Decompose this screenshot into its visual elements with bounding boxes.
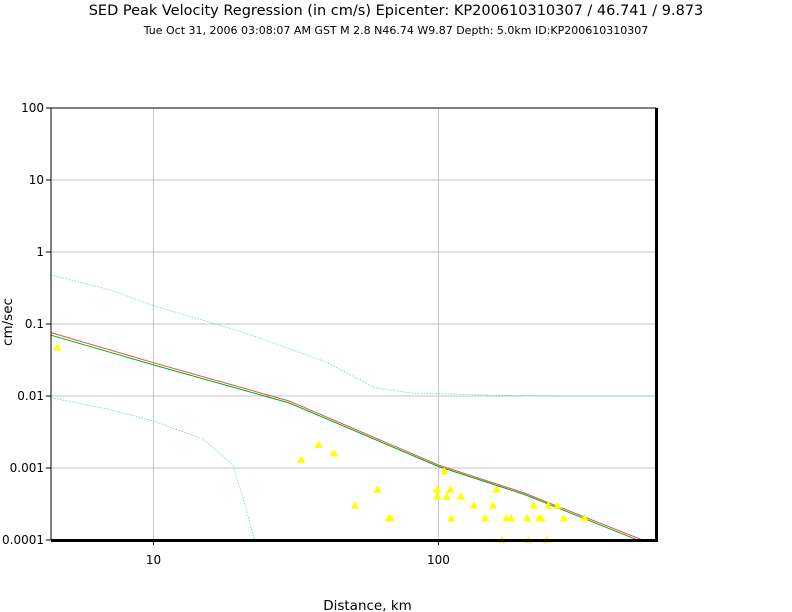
data-point-triangle [446, 485, 455, 493]
data-point-triangle [314, 440, 323, 448]
data-point-triangle [297, 455, 306, 463]
x-axis-label: Distance, km [323, 598, 412, 612]
y-tick-label: 100 [21, 101, 44, 115]
data-point-triangle [447, 514, 456, 522]
data-point-triangle [492, 485, 501, 493]
data-point-triangle [456, 492, 466, 500]
data-point-triangle [373, 485, 382, 493]
data-point-triangle [442, 492, 452, 500]
plot-frame-right-edge [655, 108, 658, 542]
y-tick-label: 0.01 [17, 389, 44, 403]
data-point-triangle [432, 485, 442, 493]
data-point-triangle [329, 449, 339, 457]
data-point-triangle [506, 514, 516, 522]
data-point-triangle [469, 501, 478, 509]
grid [51, 108, 656, 540]
data-point-triangle [350, 501, 360, 509]
x-tick-label: 10 [146, 553, 161, 567]
fit-line [50, 334, 638, 541]
axis-ticks: 0.0001 0.001 0.01 0.1 1 10 100 10 100 [2, 101, 450, 567]
plot-frame-bottom-edge [51, 539, 658, 542]
data-point-triangle [553, 501, 562, 509]
y-tick-label: 10 [29, 173, 44, 187]
data-point-triangle [488, 501, 497, 509]
data-point-triangle [432, 492, 442, 500]
lower-bound-line [50, 397, 255, 541]
regression-line [50, 332, 643, 541]
data-point-triangle [53, 343, 62, 351]
x-tick-label: 100 [427, 553, 450, 567]
data-point-triangle [523, 514, 532, 522]
data-point-triangle [559, 514, 568, 522]
data-point-triangle [440, 467, 449, 475]
y-axis-label: cm/sec [0, 298, 16, 346]
data-point-triangle [386, 514, 395, 522]
y-tick-label: 0.0001 [2, 533, 44, 547]
data-point-triangle [529, 501, 538, 509]
data-point-triangle [537, 514, 546, 522]
chart-subtitle: Tue Oct 31, 2006 03:08:07 AM GST M 2.8 N… [143, 24, 649, 37]
observation-points [53, 343, 589, 544]
data-point-triangle [544, 501, 553, 509]
data-point-triangle [580, 514, 589, 522]
data-point-triangle [481, 514, 490, 522]
upper-bound-line [50, 274, 656, 397]
regression-lines [50, 274, 656, 541]
y-tick-label: 0.1 [25, 317, 44, 331]
y-tick-label: 1 [36, 245, 44, 259]
y-tick-label: 0.001 [10, 461, 44, 475]
chart-title: SED Peak Velocity Regression (in cm/s) E… [88, 3, 704, 19]
